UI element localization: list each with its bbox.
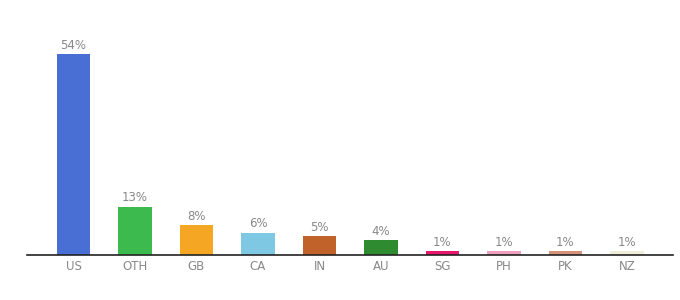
Bar [56, 54, 90, 255]
Bar [487, 251, 521, 255]
Bar [549, 251, 582, 255]
Bar [364, 240, 398, 255]
Text: 1%: 1% [494, 236, 513, 249]
Text: 1%: 1% [556, 236, 575, 249]
Text: 1%: 1% [617, 236, 636, 249]
Text: 8%: 8% [187, 210, 206, 223]
Bar [426, 251, 460, 255]
Bar [241, 232, 275, 255]
Text: 13%: 13% [122, 191, 148, 204]
Text: 1%: 1% [433, 236, 452, 249]
Bar [180, 225, 214, 255]
Text: 5%: 5% [310, 221, 328, 234]
Bar [303, 236, 337, 255]
Text: 54%: 54% [61, 39, 86, 52]
Bar [118, 207, 152, 255]
Text: 6%: 6% [249, 218, 267, 230]
Bar [610, 251, 644, 255]
Text: 4%: 4% [372, 225, 390, 238]
